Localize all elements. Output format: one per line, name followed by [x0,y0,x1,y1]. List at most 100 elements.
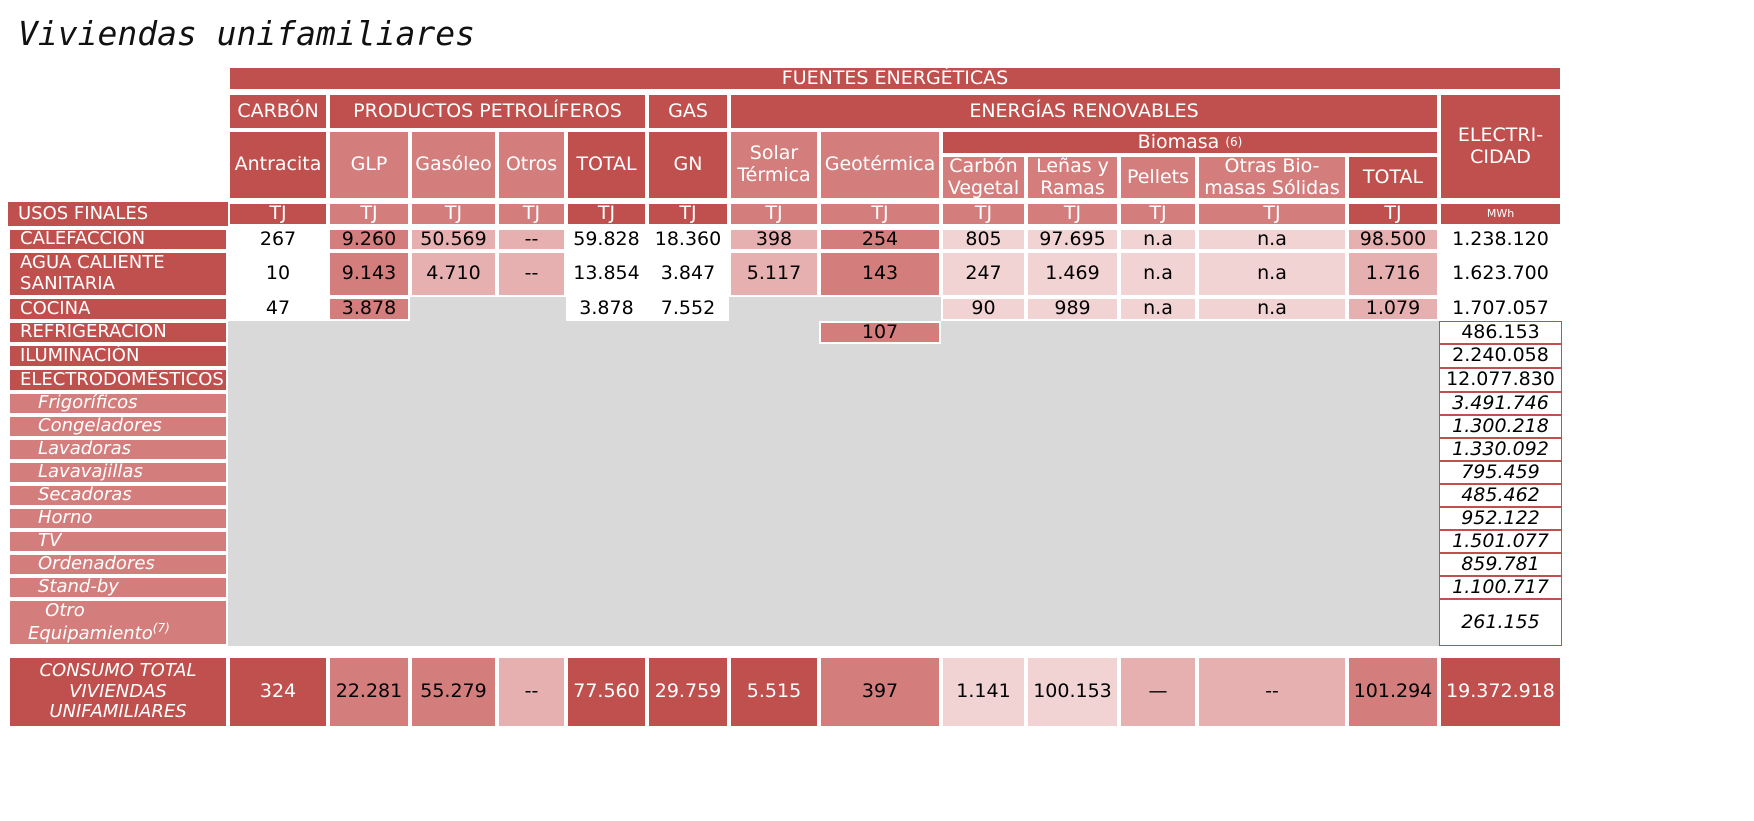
unit-tj: TJ [1149,202,1167,225]
unit-cell: TJ [1347,202,1439,226]
electrodomesticos-text: ELECTRODOMÉSTICOS [20,368,224,390]
value-cell: 13.854 [566,251,647,297]
value-cell: 1.238.120 [1439,228,1562,251]
subheader-lenas_1: Leñas y Ramas [1026,155,1119,200]
value-cell: 1.623.700 [1439,251,1562,297]
sub-otras_2: masas Sólidas [1204,176,1340,199]
row-label-horno: Horno [8,507,228,530]
value-acs-10: n.a [1143,262,1173,285]
standby-text: Stand-by [38,576,119,598]
value-cell: 3.491.746 [1439,392,1562,415]
value-calefaccion-3: -- [524,227,539,250]
row-label-congeladores: Congeladores [8,415,228,438]
acs-line2: SANITARIA [20,273,115,294]
unit-cell: TJ [729,202,819,226]
header-carbon: CARBÓN [228,93,328,130]
value-acs-5: 3.847 [660,262,716,285]
value-cell: 805 [941,228,1026,251]
value-cocina-7: n.a [1257,297,1287,320]
row-label-standby: Stand-by [8,576,228,599]
subheader-pellets: Pellets [1119,155,1197,200]
sub-glp: GLP [350,153,388,176]
biomasa-label: Biomasa [1137,130,1220,153]
total-cell: 19.372.918 [1439,656,1562,728]
value-cell: -- [497,228,566,251]
unit-tj: TJ [1384,202,1402,225]
subheader-geotermica: Geotérmica [819,130,941,200]
value-cell: 247 [941,251,1026,297]
elec-frigorificos: 3.491.746 [1452,391,1549,414]
value-cell: 9.143 [328,251,410,297]
subheader-carbon_veg_1: Carbón Vegetal [941,155,1026,200]
total-2: 55.279 [420,680,487,703]
total-cell: 5.515 [729,656,819,728]
sub-geotermica: Geotérmica [824,153,936,176]
header-biomasa: Biomasa (6) [941,130,1439,155]
total-line1: CONSUMO TOTAL [39,659,197,681]
renovables-label: ENERGÍAS RENOVABLES [969,99,1199,122]
cocina-text: COCINA [20,297,91,319]
total-10: — [1148,680,1168,703]
row-label-cocina: COCINA [8,297,228,321]
value-cell: 3.878 [566,297,647,321]
value-cell: 50.569 [410,228,497,251]
total-cell: 77.560 [566,656,647,728]
total-cell: 1.141 [941,656,1026,728]
row-label-iluminacion: ILUMINACIÓN [8,344,228,368]
sub-lenas_2: Ramas [1040,176,1105,199]
total-cell: -- [497,656,566,728]
value-cell: 261.155 [1439,599,1562,646]
total-1: 22.281 [335,680,403,703]
unit-tj: TJ [974,202,993,225]
elec-line1: ELECTRI- [1457,123,1544,146]
value-cell: 3.878 [328,297,410,321]
sub-gasoleo: Gasóleo [415,153,492,176]
value-acs-13: 1.623.700 [1452,262,1549,285]
otro-line1: Otro [45,599,85,621]
subheader-total_ren: TOTAL [1347,155,1439,200]
value-cocina-9: 1.707.057 [1452,297,1549,320]
total-cell: 101.294 [1347,656,1439,728]
value-cell: 9.260 [328,228,410,251]
value-cocina-4: 90 [971,297,996,320]
subheader-otros: Otros [497,130,566,200]
value-cocina-5: 989 [1054,297,1091,320]
value-cell: n.a [1197,228,1347,251]
total-cell: 22.281 [328,656,410,728]
ordenadores-text: Ordenadores [38,553,155,575]
elec-otro: 261.155 [1461,610,1540,633]
value-calefaccion-9: 97.695 [1039,227,1106,250]
calefaccion-text: CALEFACCIÓN [20,228,146,250]
value-cell: n.a [1119,228,1197,251]
biomasa-note: (6) [1225,134,1243,149]
header-gas: GAS [647,93,729,130]
value-cell: 859.781 [1439,553,1562,576]
total-5: 29.759 [654,680,722,703]
value-cell: 3.847 [647,251,729,297]
total-line3: UNIFAMILIARES [49,701,187,723]
value-acs-1: 9.143 [341,262,397,285]
unit-tj: TJ [522,202,541,225]
value-cell: 1.707.057 [1439,297,1562,321]
page-title: Viviendas unifamiliares [18,14,475,53]
value-cell: 795.459 [1439,461,1562,484]
unit-mwh: MWh [1486,206,1515,220]
subheader-gasoleo: Gasóleo [410,130,497,200]
value-cell: 1.100.717 [1439,576,1562,599]
value-cell: 107 [819,321,941,344]
total-label: CONSUMO TOTAL VIVIENDAS UNIFAMILIARES [8,656,228,728]
sub-antracita: Antracita [234,153,322,176]
value-calefaccion-4: 59.828 [573,227,640,250]
value-cell: n.a [1119,297,1197,321]
frigorificos-text: Frigoríficos [38,392,138,414]
value-acs-0: 10 [265,262,291,285]
value-calefaccion-2: 50.569 [420,227,487,250]
value-calefaccion-0: 267 [259,227,297,250]
petroliferos-label: PRODUCTOS PETROLÍFEROS [353,99,622,122]
sub-solar_1: Solar [749,142,799,165]
carbon-label: CARBÓN [237,99,319,122]
value-cell: 1.300.218 [1439,415,1562,438]
sub-otras_1: Otras Bio- [1224,154,1320,177]
sub-lenas_1: Leñas y [1036,154,1109,177]
value-cell: 1.716 [1347,251,1439,297]
